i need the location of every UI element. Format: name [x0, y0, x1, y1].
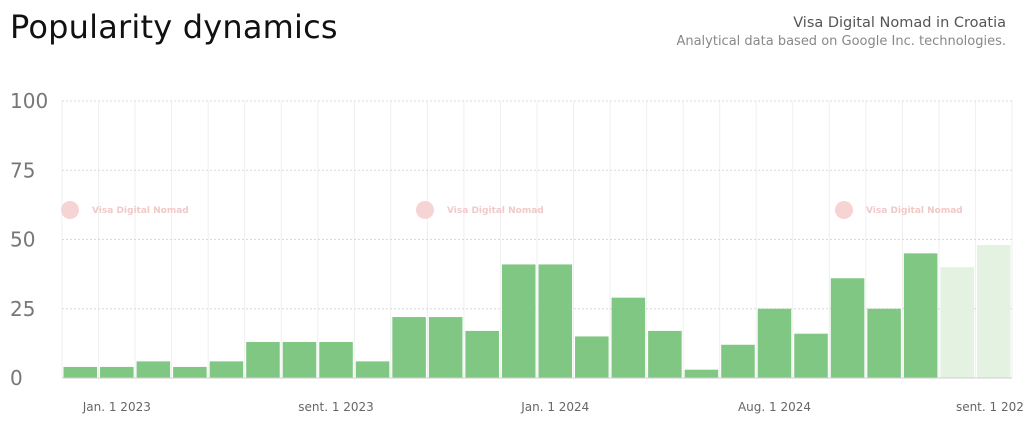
chart-bar: [757, 308, 792, 378]
chart-bar: [648, 330, 682, 378]
y-tick-label: 100: [10, 89, 48, 113]
chart-subtitle: Visa Digital Nomad in Croatia: [793, 15, 1006, 31]
chart-bar: [355, 361, 390, 378]
watermark-logo-icon: [835, 201, 853, 219]
chart-bar: [830, 278, 865, 378]
chart-bar: [173, 366, 207, 378]
watermark-text: Visa Digital Nomad: [447, 206, 544, 216]
chart-bar: [246, 341, 280, 378]
chart-bar: [611, 297, 646, 378]
source-note: Analytical data based on Google Inc. tec…: [676, 34, 1006, 49]
x-tick-label: sent. 1 2024: [956, 400, 1024, 414]
x-tick-label: sent. 1 2023: [298, 400, 374, 414]
y-tick-label: 75: [10, 158, 35, 182]
chart-bar: [465, 330, 499, 378]
chart-bar: [100, 366, 134, 378]
subtitle-block: Visa Digital Nomad in Croatia Analytical…: [676, 14, 1006, 52]
chart-bar: [392, 317, 426, 378]
chart-bar: [721, 344, 755, 378]
y-tick-label: 0: [10, 366, 23, 390]
watermark-logo-icon: [416, 201, 434, 219]
chart-bar: [684, 369, 719, 378]
y-tick-label: 25: [10, 297, 35, 321]
chart-bar: [319, 341, 353, 378]
chart-title: Popularity dynamics: [10, 8, 338, 46]
chart-bar: [976, 245, 1011, 378]
y-tick-label: 50: [10, 228, 35, 252]
chart-bar: [903, 253, 938, 378]
chart-bar: [63, 366, 98, 378]
chart-bar: [538, 264, 573, 378]
chart-bar: [867, 308, 901, 378]
watermark-text: Visa Digital Nomad: [866, 206, 963, 216]
chart-bar: [136, 361, 171, 378]
watermark-logo-icon: [61, 201, 79, 219]
watermark-text: Visa Digital Nomad: [92, 206, 189, 216]
chart-bar: [282, 341, 317, 378]
x-tick-label: Aug. 1 2024: [738, 400, 811, 414]
chart-bar: [428, 317, 463, 378]
chart-bar: [501, 264, 536, 378]
x-tick-label: Jan. 1 2023: [82, 400, 151, 414]
chart-bar: [940, 267, 974, 378]
chart-bar: [575, 336, 609, 378]
chart-bar: [209, 361, 244, 378]
chart-bar: [794, 333, 828, 378]
x-tick-label: Jan. 1 2024: [520, 400, 589, 414]
